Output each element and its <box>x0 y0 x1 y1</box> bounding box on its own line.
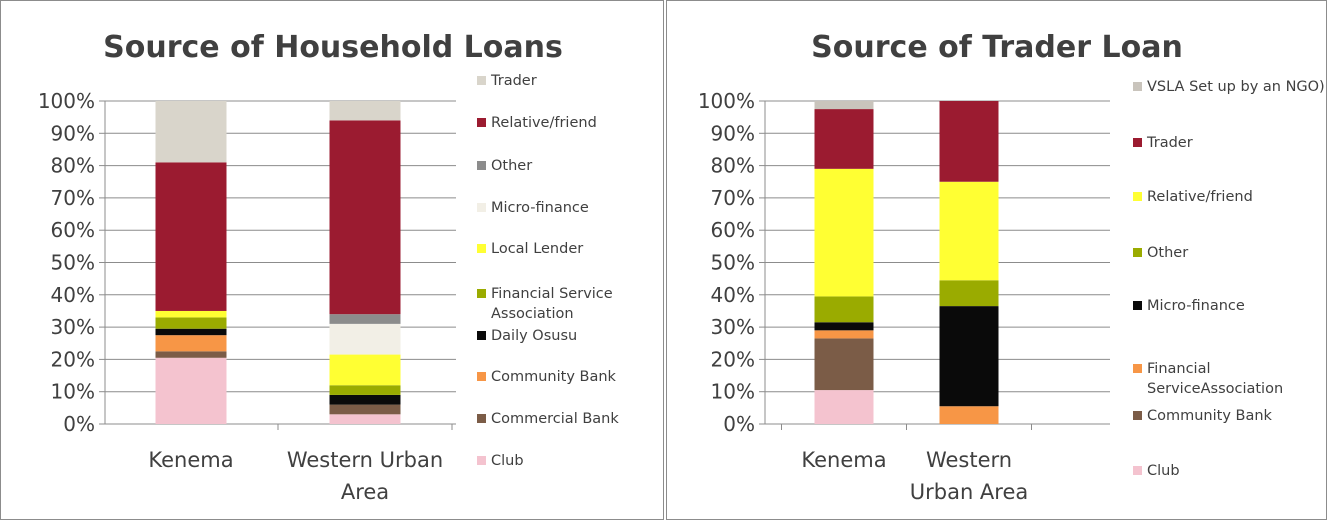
bar-other-kenema <box>814 296 874 323</box>
legend-swatch <box>477 161 486 170</box>
y-tick-label: 20% <box>51 347 95 371</box>
legend-swatch <box>1133 364 1142 373</box>
y-tick-label: 40% <box>51 283 95 307</box>
household-loans-chart-panel: Source of Household Loans 0% 10% 20% 30% 40% 5… <box>0 0 664 520</box>
bar-trader-kenema <box>155 101 227 163</box>
legend-label: Financial Service Association <box>491 286 613 322</box>
legend-label: Micro-finance <box>491 200 589 216</box>
bar-daily-osusu-kenema <box>155 328 227 336</box>
bar-relative-friend-kenema <box>155 162 227 311</box>
legend-swatch <box>477 289 486 298</box>
bar-other-western-urban-area <box>329 314 401 324</box>
trader-loan-chart-panel: Source of Trader Loan 0% 10% 20% 30% 40% 50% 60… <box>666 0 1327 520</box>
y-tick-label: 80% <box>51 154 95 178</box>
legend-swatch <box>1133 82 1142 91</box>
legend-label: Relative/friend <box>491 115 597 131</box>
bar-community-bank-kenema <box>814 338 874 391</box>
bar-daily-osusu-western-urban-area <box>329 394 401 405</box>
y-tick-label: 90% <box>711 121 755 145</box>
y-tick-label: 30% <box>51 315 95 339</box>
legend-swatch <box>1133 466 1142 475</box>
bar-trader-western-urban-area <box>329 101 401 121</box>
legend-label: Trader <box>490 73 537 89</box>
legend-swatch <box>477 244 486 253</box>
chart-title: Source of Household Loans <box>103 30 563 65</box>
legend-swatch <box>1133 301 1142 310</box>
bar-micro-finance-western-urban-area <box>329 323 401 355</box>
x-category-label: Kenema <box>801 448 886 472</box>
y-tick-label: 20% <box>711 347 755 371</box>
bar-trader-kenema <box>814 109 874 169</box>
trader-loan-chart: Source of Trader Loan 0% 10% 20% 30% 40% 50% 60… <box>698 30 1325 504</box>
bar-relative-friend-western-urban-area <box>329 120 401 315</box>
y-tick-label: 10% <box>711 380 755 404</box>
legend-swatch <box>477 203 486 212</box>
y-tick-label: 70% <box>51 186 95 210</box>
bar-micro-finance-western-urban-area <box>939 306 999 407</box>
y-tick-label: 60% <box>51 218 95 242</box>
bar-financial-service-association-western-urban-area <box>329 385 401 395</box>
x-category-label: Kenema <box>148 448 233 472</box>
legend-label: Micro-finance <box>1147 298 1245 314</box>
legend-swatch <box>477 118 486 127</box>
legend-label: Trader <box>1146 135 1193 151</box>
legend-label: VSLA Set up by an NGO) <box>1147 79 1325 95</box>
y-tick-label: 50% <box>51 251 95 275</box>
household-loans-chart: Source of Household Loans 0% 10% 20% 30% 40% 5… <box>38 30 620 504</box>
legend-swatch <box>1133 138 1142 147</box>
y-tick-label: 100% <box>698 89 755 113</box>
bar-community-bank-kenema <box>155 335 227 352</box>
legend-swatch <box>1133 192 1142 201</box>
bar-micro-finance-kenema <box>814 322 874 331</box>
legend-label: Community Bank <box>491 369 617 385</box>
y-tick-label: 0% <box>63 412 95 436</box>
bar-trader-western-urban-area <box>939 101 999 182</box>
legend-label: Local Lender <box>491 241 583 257</box>
legend-label: Club <box>1147 463 1180 479</box>
bar-financial-service-association-kenema <box>155 317 227 329</box>
legend-label: Daily Osusu <box>491 328 577 344</box>
legend-swatch <box>477 414 486 423</box>
legend-label: Relative/friend <box>1147 189 1253 205</box>
legend-swatch <box>477 372 486 381</box>
legend-label: Commercial Bank <box>491 411 619 427</box>
bar-club-kenema <box>814 390 874 424</box>
legend-swatch <box>477 331 486 340</box>
bar-commercial-bank-western-urban-area <box>329 404 401 415</box>
bar-financial-serviceassociation-kenema <box>814 330 874 339</box>
legend-swatch <box>477 456 486 465</box>
y-tick-label: 10% <box>51 380 95 404</box>
legend-swatch <box>1133 248 1142 257</box>
y-tick-label: 50% <box>711 251 755 275</box>
legend-label: Other <box>1147 245 1188 261</box>
y-tick-label: 80% <box>711 154 755 178</box>
y-tick-label: 40% <box>711 283 755 307</box>
x-category-label: Western Urban Area <box>910 448 1029 504</box>
legend-label: Other <box>491 158 532 174</box>
legend-label: Club <box>491 453 524 469</box>
y-tick-label: 90% <box>51 121 95 145</box>
bar-local-lender-kenema <box>155 310 227 318</box>
bar-relative-friend-kenema <box>814 168 874 297</box>
bar-relative-friend-western-urban-area <box>939 181 999 281</box>
bar-financial-serviceassociation-western-urban-area <box>939 406 999 424</box>
legend-label: Community Bank <box>1147 408 1273 424</box>
y-tick-label: 30% <box>711 315 755 339</box>
y-tick-label: 0% <box>723 412 755 436</box>
y-tick-label: 60% <box>711 218 755 242</box>
x-category-label: Western Urban Area <box>287 448 443 504</box>
bar-vsla-set-up-by-an-ngo-kenema <box>814 101 874 110</box>
bar-club-western-urban-area <box>329 414 401 424</box>
bar-other-western-urban-area <box>939 280 999 307</box>
y-tick-label: 100% <box>38 89 95 113</box>
bar-club-kenema <box>155 357 227 424</box>
legend-label: Financial ServiceAssociation <box>1147 361 1283 397</box>
y-tick-label: 70% <box>711 186 755 210</box>
legend-swatch <box>1133 411 1142 420</box>
bar-local-lender-western-urban-area <box>329 354 401 386</box>
chart-title: Source of Trader Loan <box>811 30 1183 65</box>
legend-swatch <box>477 76 486 85</box>
bar-commercial-bank-kenema <box>155 351 227 358</box>
